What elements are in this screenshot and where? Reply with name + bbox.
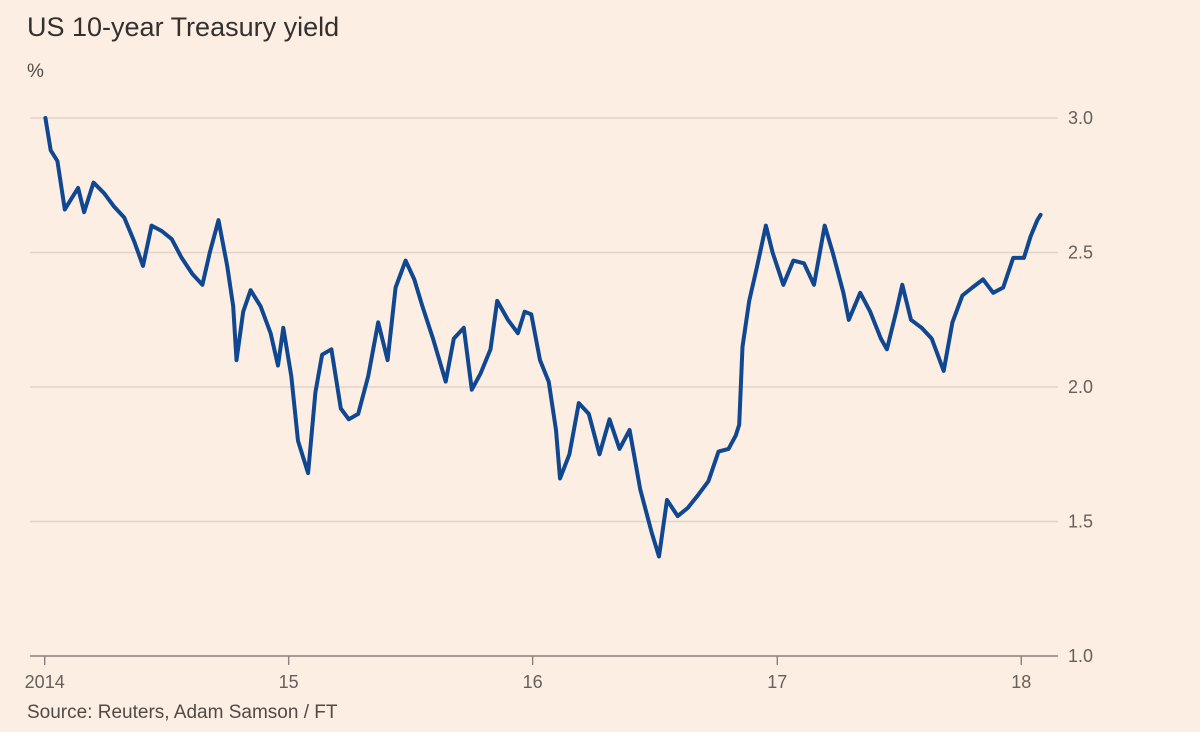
- y-axis-unit: %: [27, 61, 44, 82]
- gridlines: [30, 117, 1058, 523]
- y-tick-label: 1.5: [1068, 512, 1093, 532]
- x-tick-label: 16: [523, 672, 543, 692]
- x-tick-label: 18: [1011, 672, 1031, 692]
- source-note: Source: Reuters, Adam Samson / FT: [27, 702, 338, 723]
- y-tick-label: 1.0: [1068, 646, 1093, 666]
- y-tick-label: 2.5: [1068, 243, 1093, 263]
- y-tick-label: 2.0: [1068, 377, 1093, 397]
- chart-title: US 10-year Treasury yield: [27, 12, 339, 42]
- series-line: [43, 116, 1043, 559]
- x-tick-label: 15: [279, 672, 299, 692]
- series: [43, 116, 1043, 559]
- x-tick-label: 17: [767, 672, 787, 692]
- y-tick-label: 3.0: [1068, 108, 1093, 128]
- x-axis: 2014 15 16 17 18: [25, 655, 1058, 692]
- y-tick-labels: 1.0 1.5 2.0 2.5 3.0: [1068, 108, 1093, 666]
- x-tick-label: 2014: [25, 672, 65, 692]
